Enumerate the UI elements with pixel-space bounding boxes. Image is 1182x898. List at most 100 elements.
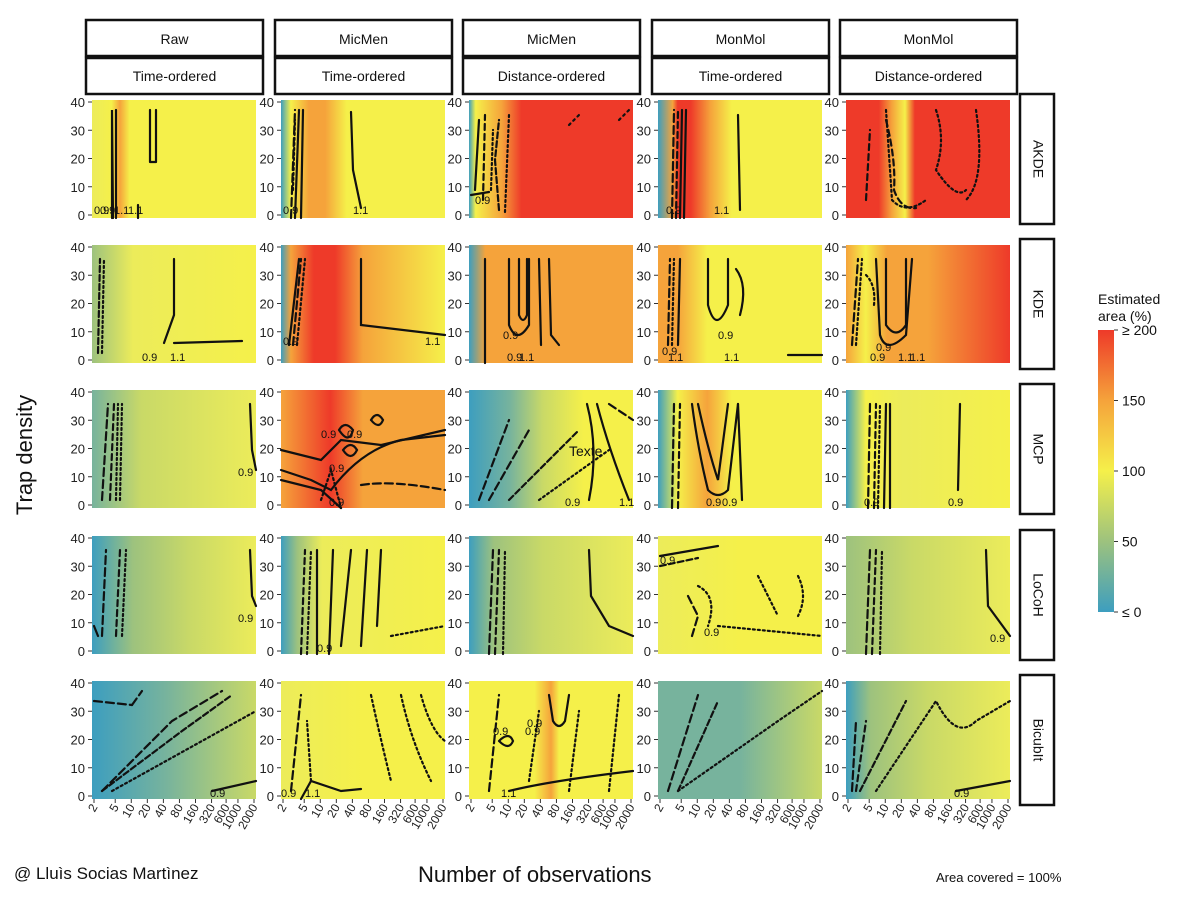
heatmap-fill (92, 100, 256, 218)
column-strip-bottom (650, 56, 831, 96)
contour-line (130, 689, 144, 707)
contour-line (162, 257, 176, 345)
y-tick-label: 30 (637, 123, 651, 138)
contour-line (736, 402, 744, 502)
contour-line (299, 779, 363, 801)
heatmap-panel: 0 10 20 30 40 (637, 531, 824, 659)
contour-line (690, 402, 740, 497)
x-tick-label: 2 (85, 801, 101, 814)
contour-line (295, 257, 307, 347)
contour-line (337, 423, 355, 439)
y-tick-label: 30 (260, 268, 274, 283)
contour-line (854, 719, 868, 793)
y-tick-label: 30 (260, 704, 274, 719)
contour-group (469, 108, 631, 214)
heatmap-fill (658, 245, 822, 363)
contour-line (92, 699, 134, 707)
y-tick-label: 0 (78, 498, 85, 513)
y-tick-label: 30 (637, 704, 651, 719)
y-tick-label: 10 (825, 616, 839, 631)
y-tick-label: 30 (448, 559, 462, 574)
contour-line (114, 548, 122, 638)
contour-line (567, 113, 581, 127)
contour-label: 0.9 (525, 726, 540, 738)
contour-line (607, 402, 635, 422)
contour-line (375, 548, 383, 628)
y-tick-label: 30 (71, 704, 85, 719)
contour-group (666, 257, 824, 357)
legend-label: 50 (1122, 534, 1138, 550)
y-tick-label: 20 (71, 152, 85, 167)
contour-line (399, 693, 433, 783)
contour-label: 0.9 (238, 613, 253, 625)
contour-line (114, 402, 120, 502)
contour-line (96, 257, 102, 355)
y-tick-label: 20 (825, 733, 839, 748)
contour-line (369, 413, 385, 427)
contour-line (858, 699, 908, 793)
contour-line (884, 108, 928, 209)
contour-line (327, 548, 335, 656)
y-tick-label: 20 (448, 442, 462, 457)
contour-line (686, 594, 700, 638)
heatmap-fill (846, 390, 1010, 508)
y-tick-label: 20 (448, 152, 462, 167)
x-tick-label: 80 (356, 801, 375, 820)
row-strip (1018, 382, 1056, 516)
contour-line (954, 779, 1012, 793)
y-tick-label: 40 (71, 95, 85, 110)
contour-label: 0.9 (706, 497, 721, 509)
contour-group (487, 548, 635, 656)
contour-label: 1.1 (305, 788, 320, 800)
y-tick-label: 40 (825, 385, 839, 400)
y-tick-label: 40 (71, 676, 85, 691)
y-tick-label: 30 (448, 704, 462, 719)
column-strip-top (84, 18, 265, 58)
contour-label: 0.9 (527, 718, 542, 730)
heatmap-panel: 0 10 20 30 40 (637, 240, 824, 368)
contour-line (493, 118, 501, 212)
row-strip-label: LoCoH (1030, 573, 1046, 617)
y-tick-label: 20 (637, 152, 651, 167)
x-tick-label: 20 (512, 801, 531, 820)
contour-line (487, 428, 531, 502)
contour-line (956, 402, 962, 492)
contour-line (497, 734, 515, 748)
contour-line (487, 548, 495, 656)
heatmap-fill (92, 681, 256, 799)
contour-line (567, 709, 581, 793)
y-tick-label: 40 (260, 385, 274, 400)
y-tick-label: 0 (455, 644, 462, 659)
contour-label: 0.9 (870, 352, 885, 364)
column-strip-sub-label: Time-ordered (133, 68, 217, 84)
contour-label: 0.9 (100, 205, 115, 217)
y-tick-label: 20 (637, 442, 651, 457)
y-tick-label: 30 (260, 123, 274, 138)
column-strips: Raw Time-ordered MicMen Time-ordered MicMen D… (84, 18, 1019, 96)
contour-line (92, 624, 100, 638)
contour-label: 1.1 (501, 788, 516, 800)
y-tick-label: 10 (71, 616, 85, 631)
legend-label: ≥ 200 (1122, 322, 1157, 338)
legend-colorbar (1098, 330, 1114, 612)
x-tick-label: 20 (135, 801, 154, 820)
contour-group (289, 693, 447, 801)
heatmap-fill (281, 681, 445, 799)
x-tick-label: 10 (119, 801, 138, 820)
contour-line (666, 693, 700, 793)
heatmap-panel: 0 10 20 30 40 (448, 385, 635, 513)
x-tick-label: 10 (873, 801, 892, 820)
y-tick-label: 10 (825, 761, 839, 776)
y-tick-label: 0 (644, 644, 651, 659)
contour-line (796, 574, 805, 618)
y-tick-label: 20 (260, 297, 274, 312)
y-tick-label: 10 (260, 761, 274, 776)
column-strip-sub-label: Distance-ordered (498, 68, 605, 84)
y-tick-label: 10 (260, 180, 274, 195)
contour-group (110, 108, 158, 220)
y-axis-title: Trap density (12, 395, 37, 515)
column-strip-top (838, 18, 1019, 58)
x-tick-label: 2 (274, 801, 290, 814)
y-tick-label: 20 (260, 733, 274, 748)
